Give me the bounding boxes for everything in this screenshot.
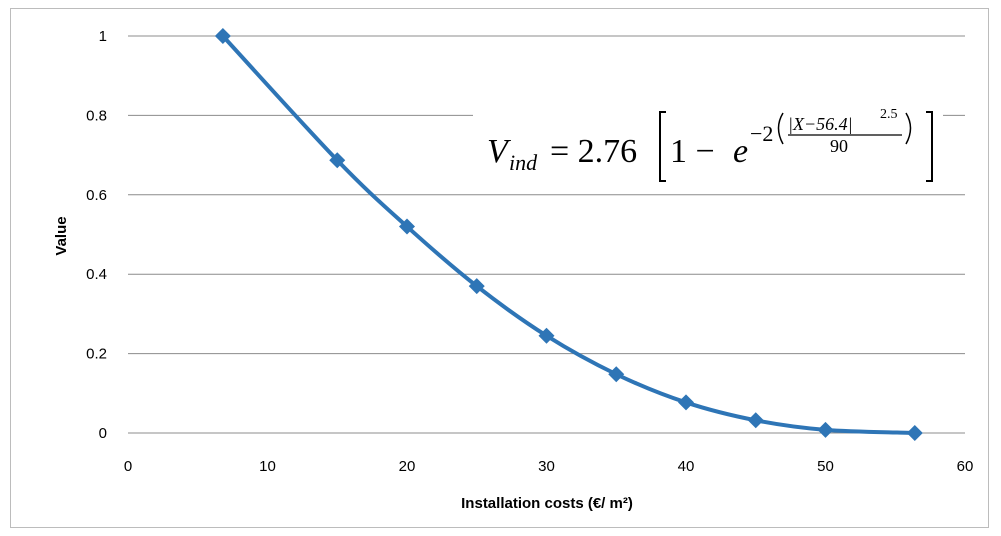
eq-base: e: [733, 133, 748, 170]
y-tick-label-0: 0: [99, 425, 107, 442]
x-tick-label-0: 0: [124, 458, 132, 475]
x-axis-title: Installation costs (€/ m²): [461, 495, 633, 512]
y-tick-label-1: 0.2: [86, 346, 107, 363]
eq-left-paren: [777, 112, 784, 145]
data-point-0: [214, 28, 231, 44]
data-point-6: [678, 394, 694, 411]
series-curve: [221, 34, 915, 435]
equation-background: [473, 100, 943, 190]
eq-coefficient: = 2.76: [550, 133, 637, 170]
series-line: [221, 34, 915, 435]
x-tick-label-1: 10: [259, 458, 276, 475]
x-tick-label-5: 50: [817, 458, 834, 475]
eq-one-minus: 1 −: [670, 133, 715, 170]
eq-lhs-subscript: ind: [509, 150, 538, 175]
x-tick-label-2: 20: [399, 458, 416, 475]
data-point-8: [817, 421, 834, 438]
data-point-4: [538, 327, 555, 344]
data-point-5: [608, 366, 625, 383]
x-tick-labels: 0 10 20 30 40 50 60: [124, 458, 974, 475]
series-markers: [214, 28, 923, 441]
eq-fraction-numerator: |X−56.4|: [788, 114, 853, 134]
data-point-2: [399, 218, 415, 235]
eq-left-bracket: [659, 111, 666, 182]
equation-annotation: V ind = 2.76 1 − e −2 |X−56.4| 2.5 90: [473, 100, 943, 190]
eq-right-bracket: [926, 111, 933, 182]
y-tick-label-5: 1: [99, 28, 107, 45]
y-axis-title: Value: [53, 216, 70, 255]
gridlines: [128, 35, 965, 434]
data-point-1: [329, 152, 346, 169]
y-tick-label-3: 0.6: [86, 187, 107, 204]
data-point-3: [468, 278, 485, 295]
x-tick-label-3: 30: [538, 458, 555, 475]
eq-numerator-power: 2.5: [880, 107, 898, 122]
y-tick-label-2: 0.4: [86, 266, 107, 283]
x-tick-label-4: 40: [678, 458, 695, 475]
y-tick-label-4: 0.8: [86, 107, 107, 124]
eq-exponent-lead: −2: [750, 121, 773, 146]
x-tick-label-6: 60: [957, 458, 974, 475]
y-tick-labels: 0 0.2 0.4 0.6 0.8 1: [86, 28, 107, 442]
chart-frame: [10, 8, 989, 528]
eq-fraction-denominator: 90: [830, 136, 848, 156]
data-point-9: [906, 425, 923, 441]
eq-right-paren: [905, 112, 912, 145]
data-point-7: [747, 412, 764, 429]
